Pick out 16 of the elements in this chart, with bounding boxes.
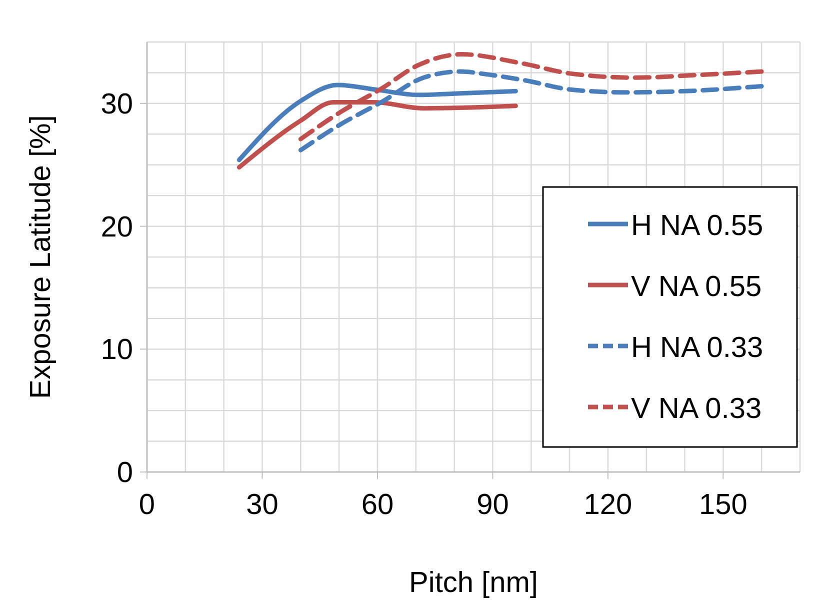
y-tick-label: 0 [116,457,133,489]
x-tick-label: 120 [584,489,632,521]
x-tick-label: 0 [138,489,156,521]
legend-label: H NA 0.55 [631,210,764,242]
x-tick-label: 90 [476,489,509,521]
x-tick-label: 60 [361,489,394,521]
legend-label: V NA 0.33 [631,393,762,425]
x-axis-title: Pitch [nm] [409,567,538,599]
y-tick-label: 30 [100,88,133,120]
legend-label: H NA 0.33 [631,332,764,364]
y-tick-label: 10 [100,334,133,366]
y-axis-title: Exposure Latitude [%] [25,115,57,399]
y-tick-label: 20 [100,211,133,244]
x-tick-label: 150 [698,489,748,521]
legend-label: V NA 0.55 [631,271,762,303]
x-tick-label: 30 [246,489,278,521]
